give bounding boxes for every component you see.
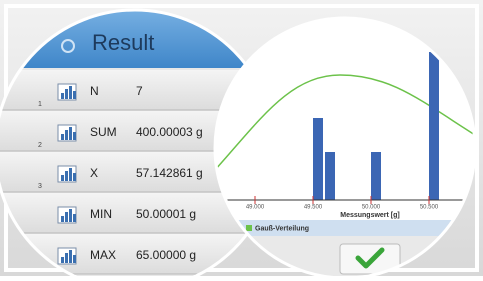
icon-bar: [69, 250, 72, 263]
icon-bar: [61, 93, 64, 99]
icon-bar: [73, 173, 76, 181]
icon-bar: [61, 175, 64, 181]
row-value: 65.00000 g: [136, 248, 196, 262]
row-icon: [58, 84, 76, 100]
row-value: 50.00001 g: [136, 207, 196, 221]
row-label: X: [90, 166, 98, 180]
x-tick-label: 50.500: [420, 205, 439, 211]
icon-bar: [61, 216, 64, 222]
histogram-bar: [429, 52, 439, 200]
icon-bar: [61, 257, 64, 263]
row-label: N: [90, 84, 99, 98]
header-title: Result: [92, 30, 154, 55]
row-index: 1: [38, 101, 42, 108]
screenshot: Result 1 N 7 2 SUM 400.00003 g 3 X 57.142861 g MI…: [0, 0, 483, 276]
icon-bar: [69, 86, 72, 99]
row-label: MIN: [90, 207, 112, 221]
row-icon: [58, 125, 76, 141]
row-label: MAX: [90, 248, 116, 262]
legend-text: Gauß-Verteilung: [255, 225, 309, 232]
icon-bar: [65, 212, 68, 222]
x-axis-label: Messungswert [g]: [340, 212, 400, 219]
icon-bar: [65, 89, 68, 99]
page: {"header": {"title": "Result"}, "rows": …: [0, 0, 483, 276]
icon-bar: [73, 255, 76, 263]
row-label: SUM: [90, 125, 117, 139]
icon-bar: [65, 130, 68, 140]
x-tick-label: 50.000: [362, 205, 381, 211]
x-tick-label: 49.000: [246, 205, 265, 211]
legend-swatch: [246, 225, 252, 231]
icon-bar: [69, 209, 72, 222]
histogram-bar: [313, 118, 323, 200]
icon-bar: [73, 132, 76, 140]
x-tick-label: 49.500: [304, 205, 323, 211]
row-icon: [58, 248, 76, 264]
icon-bar: [69, 127, 72, 140]
icon-bar: [69, 168, 72, 181]
row-index: 2: [38, 142, 42, 149]
histogram-bar: [371, 152, 381, 200]
row-value: 57.142861 g: [136, 166, 203, 180]
icon-bar: [73, 214, 76, 222]
icon-bar: [65, 253, 68, 263]
row-value: 400.00003 g: [136, 125, 203, 139]
histogram-bar: [325, 152, 335, 200]
icon-bar: [61, 134, 64, 140]
row-index: 3: [38, 183, 42, 190]
row-icon: [58, 166, 76, 182]
row-value: 7: [136, 84, 143, 98]
icon-bar: [73, 91, 76, 99]
row-icon: [58, 207, 76, 223]
icon-bar: [65, 171, 68, 181]
